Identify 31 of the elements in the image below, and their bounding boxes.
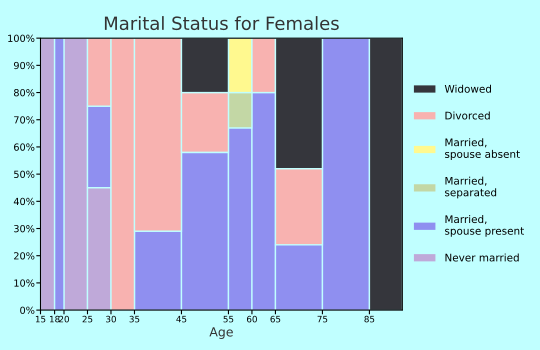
x-tick-label: 75 bbox=[318, 316, 328, 322]
x-tick-label: 65 bbox=[270, 316, 280, 322]
legend-label: Divorced bbox=[445, 111, 490, 120]
y-tick-label: 10% bbox=[14, 279, 34, 287]
y-tick-label: 20% bbox=[14, 252, 34, 260]
legend-label: Married, separated bbox=[445, 176, 496, 198]
y-tick-label: 80% bbox=[14, 89, 34, 96]
y-tick-label: 60% bbox=[14, 143, 34, 151]
y-tick-label: 100% bbox=[8, 34, 34, 42]
x-tick-label: 30 bbox=[106, 316, 116, 322]
legend-label: Married, spouse present bbox=[445, 215, 524, 237]
y-tick-label: 30% bbox=[14, 224, 34, 232]
x-tick-label: 18 bbox=[50, 316, 60, 322]
x-axis-title: Age bbox=[209, 327, 233, 339]
x-tick-label: 45 bbox=[176, 316, 186, 322]
x-tick-label: 85 bbox=[364, 316, 374, 322]
y-tick-label: 90% bbox=[14, 62, 34, 70]
x-tick-label: 15 bbox=[36, 316, 46, 322]
chart-title: Marital Status for Females bbox=[104, 16, 339, 30]
x-tick-label: 55 bbox=[224, 316, 234, 322]
y-tick-label: 50% bbox=[14, 170, 34, 178]
legend-label: Widowed bbox=[444, 84, 491, 93]
y-tick-label: 70% bbox=[14, 116, 34, 124]
y-tick-label: 0% bbox=[20, 306, 34, 314]
y-tick-label: 40% bbox=[14, 198, 34, 206]
legend-label: Married, spouse absent bbox=[445, 138, 520, 160]
x-tick-label: 20 bbox=[59, 316, 69, 322]
x-tick-label: 60 bbox=[246, 316, 257, 322]
legend-label: Never married bbox=[445, 253, 519, 262]
x-tick-label: 35 bbox=[130, 316, 140, 322]
x-tick-label: 25 bbox=[82, 316, 92, 322]
